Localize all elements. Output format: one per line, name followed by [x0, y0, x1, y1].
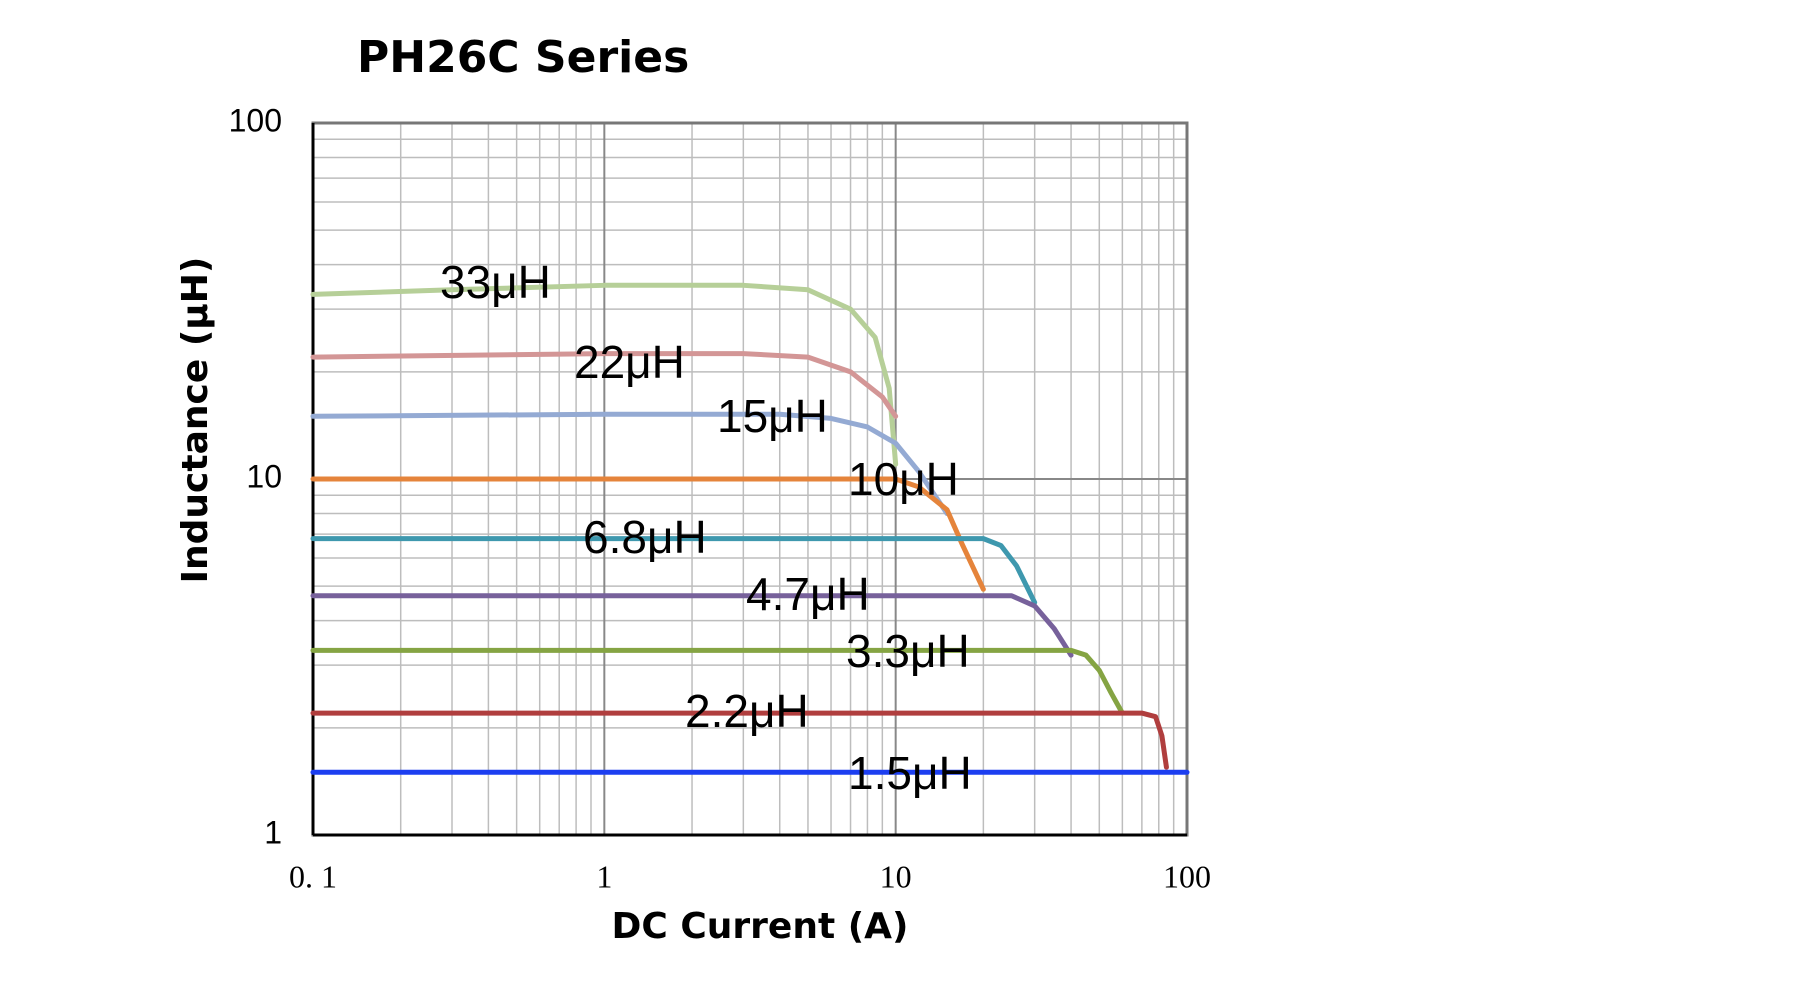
series-line: [310, 282, 899, 467]
series-label: 3.3μH: [846, 625, 970, 677]
series-line: [310, 351, 899, 419]
series-label: 4.7μH: [746, 568, 870, 620]
x-tick-label: 1: [596, 858, 612, 894]
y-tick-label: 1: [264, 814, 282, 850]
series-line: [310, 593, 1074, 658]
x-tick-label: 100: [1163, 858, 1211, 894]
y-tick-label: 100: [229, 102, 282, 138]
series-label: 2.2μH: [685, 685, 809, 737]
series-label: 6.8μH: [583, 511, 707, 563]
series-label: 10μH: [848, 453, 959, 505]
series-line: [310, 536, 1038, 605]
series-label: 1.5μH: [848, 747, 972, 799]
x-tick-label: 0. 1: [289, 858, 337, 894]
x-tick-label: 10: [880, 858, 912, 894]
series-line: [310, 411, 950, 516]
y-axis-label: Inductance (μH): [175, 257, 216, 584]
series-label: 33μH: [440, 256, 551, 308]
x-axis-label: DC Current (A): [612, 906, 909, 947]
y-tick-label: 10: [246, 458, 282, 494]
series-label: 22μH: [574, 336, 685, 388]
series-line: [310, 710, 1169, 770]
series-line: [310, 647, 1125, 716]
series-label: 15μH: [717, 390, 828, 442]
chart-title: PH26C Series: [357, 32, 689, 83]
